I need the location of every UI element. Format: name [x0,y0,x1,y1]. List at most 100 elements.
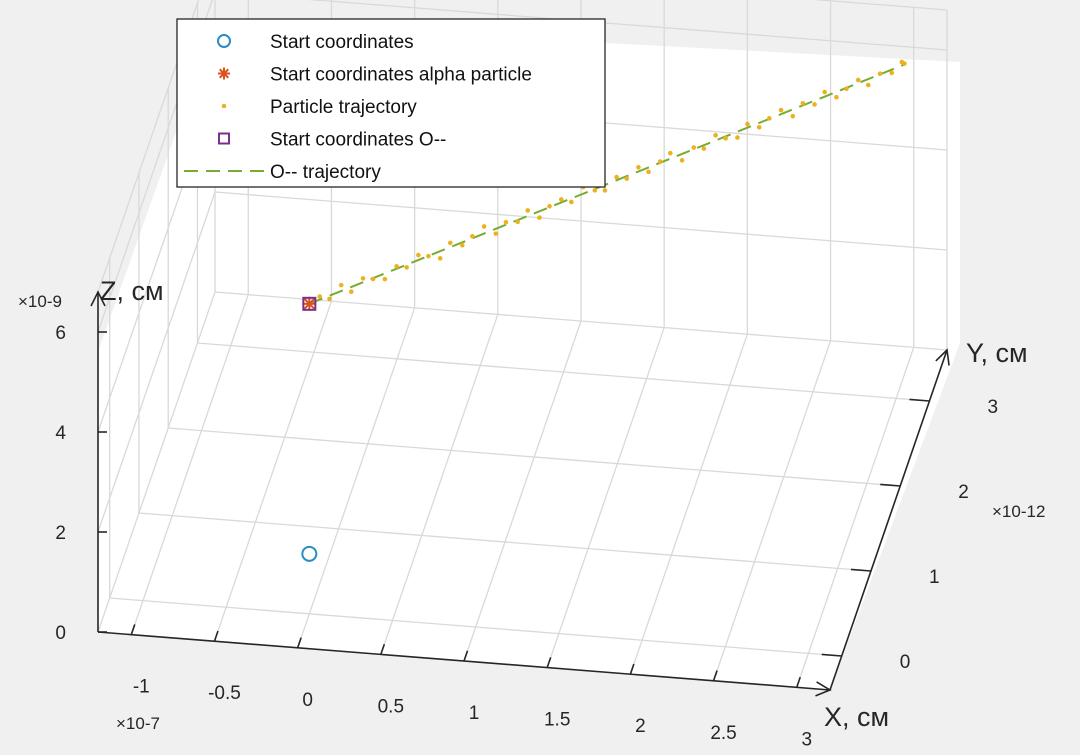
x-tick-mark [463,650,469,662]
particle-trajectory-point [865,82,871,88]
z-tick-label: 6 [55,323,66,344]
grid-line-floor-y [197,342,930,402]
particle-trajectory-point [481,224,487,229]
legend-label-start-coordinates: Start coordinates [270,32,414,53]
start-coordinates-alpha-particle-point-stroke [303,298,316,310]
particle-trajectory-point [877,71,883,77]
grid-line-floor-x [380,314,499,655]
x-axis-exponent: ×10-7 [116,714,160,733]
particle-trajectory-point [547,203,552,209]
particle-trajectory-point [812,102,817,107]
particle-trajectory-point [646,169,651,175]
x-tick-label: 0.5 [378,696,404,717]
y-axis-exponent: ×10-12 [992,502,1045,521]
particle-trajectory-point [657,159,663,164]
particle-trajectory-point [735,135,740,140]
box-edge-top [812,0,948,11]
y-tick-mark [850,568,872,572]
y-axis-arrow [935,348,950,366]
particle-trajectory-point [713,132,718,138]
grid-line-floor-x [463,320,582,662]
particle-trajectory-point [537,215,542,220]
grid-line-floor-x [546,327,665,668]
y-tick-mark [909,398,930,402]
x-tick-label: 2.5 [710,723,736,744]
start-coordinates-o-point [302,296,317,311]
particle-trajectory-point [426,253,431,259]
particle-trajectory-point [756,124,762,130]
plot-background [98,292,960,690]
grid-line-wall-xz [214,291,948,351]
x-tick-mark [130,624,136,635]
x-tick-mark [380,643,386,655]
z-axis-arrow [90,290,106,307]
y-tick-label: 2 [958,482,969,503]
x-tick-label: -0.5 [208,683,241,704]
particle-trajectory-point [592,188,598,193]
x-tick-label: 0 [302,690,313,711]
particle-trajectory-point [602,188,608,193]
start-coordinates-point [301,545,318,562]
x-tick-mark [712,670,718,682]
particle-trajectory-point [459,242,465,248]
y-axis-label: Y, см [966,338,1028,368]
particle-trajectory-point [636,165,641,170]
particle-trajectory-point [679,158,685,163]
legend-symbol-start-coordinates [217,34,231,48]
particle-trajectory-point [348,289,354,294]
legend-label-start-coordinates-alpha-particle: Start coordinates alpha particle [270,65,532,86]
o-trajectory-line [308,63,905,305]
legend-symbol-start-coordinates-alpha-particle [218,67,230,80]
particle-trajectory-point [470,233,475,239]
particle-trajectory-point [515,219,520,225]
y-tick-label: 1 [929,567,940,588]
particle-trajectory-point [624,176,630,181]
particle-trajectory-point [902,61,907,66]
grid-line-floor-x [297,307,416,649]
x-tick-mark [795,676,801,688]
grid-line-floor-y [168,427,901,487]
particle-trajectory-point [382,276,388,282]
particle-trajectory-point [338,282,344,288]
grid-line-wall-xz [214,191,948,251]
particle-trajectory-point [701,146,707,151]
legend-symbol-start-coordinates-o [218,132,230,145]
tick-labels: -1 -0.5 0 0.5 1 1.5 2 2.5 3 0 1 2 3 0 2 4 6 [55,323,998,750]
y-tick-mark [880,483,901,487]
x-tick-mark [629,663,635,675]
box-edge-top-side [97,0,200,293]
grid-lines [97,0,948,688]
z-tick-label: 0 [55,623,66,644]
legend-symbol-start-coordinates-alpha-particle-stroke [219,68,229,79]
particle-trajectory-point [569,199,574,205]
legend-symbol-particle-trajectory [221,103,227,109]
x-tick-label: -1 [133,677,150,698]
grid-line-wall-yz [97,191,216,533]
particle-trajectory-point [360,276,366,281]
legend[interactable]: Start coordinates Start coordinates alpha… [176,18,606,188]
axes [90,290,950,697]
particle-trajectory-point [437,256,443,261]
particle-trajectory-point [525,208,531,213]
x-tick-label: 3 [801,729,812,750]
particle-trajectory-point [327,296,332,302]
z-tick-label: 2 [55,523,66,544]
y-tick-mark [821,653,842,657]
particle-trajectory-point [844,86,849,92]
particle-trajectory-point [790,113,796,119]
particle-trajectory-point [503,219,509,225]
grid-line-floor-x [712,340,832,681]
particle-trajectory-point [767,116,772,121]
grid-line-floor-x [629,333,748,675]
grid-line-floor-y [109,597,842,657]
y-axis-line [829,349,948,691]
particle-trajectory-point [745,121,750,127]
z-axis-exponent: ×10-9 [18,292,62,311]
particle-trajectory-point [317,294,323,299]
particle-trajectory-point [691,145,697,150]
grid-line-floor-x [213,301,333,642]
z-tick-label: 4 [55,423,66,444]
y-tick-label: 3 [987,397,998,418]
grid-line-floor-x [130,294,249,635]
